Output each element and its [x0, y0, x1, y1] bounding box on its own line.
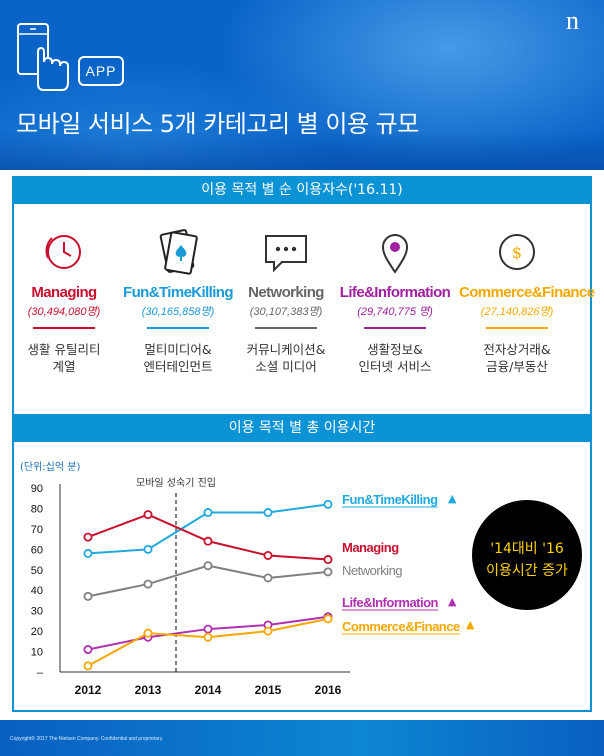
category-user-count: (30,165,858명): [141, 306, 215, 318]
callout-line1: '14대비 '16: [490, 541, 564, 557]
category-life-information: Life&Information (29,740,775 명) 생활정보& 인터…: [337, 228, 453, 375]
category-divider: [486, 327, 548, 329]
map-pin-icon: [381, 234, 409, 274]
header-banner: APP n 모바일 서비스 5개 카테고리 별 이용 규모: [0, 0, 604, 170]
category-user-count: (29,740,775 명): [357, 306, 433, 318]
category-desc: 생활정보&: [367, 342, 423, 357]
category-fun-timekilling: Fun&TimeKilling (30,165,858명) 멀티미디어& 엔터테…: [120, 228, 236, 375]
clock-icon: [45, 235, 81, 269]
category-desc: 엔터테인먼트: [143, 359, 213, 374]
hand-touch-phone-icon: [17, 23, 69, 91]
category-desc: 멀티미디어&: [144, 342, 212, 357]
copyright-text: Copyright© 2017 The Nielsen Company. Con…: [10, 736, 164, 742]
playing-card-icon: [159, 229, 198, 275]
category-divider: [255, 327, 317, 329]
chat-bubble-icon: [265, 235, 307, 273]
category-managing: Managing (30,494,080명) 생활 유틸리티 계열: [6, 228, 122, 375]
category-desc: 금융/부동산: [486, 359, 548, 374]
category-desc: 전자상거래&: [483, 342, 551, 357]
category-name: Life&Information: [339, 284, 451, 301]
category-user-count: (30,494,080명): [27, 306, 101, 318]
category-name: Fun&TimeKilling: [123, 284, 233, 301]
header-wave: [0, 130, 604, 170]
dollar-coin-icon: $: [499, 234, 535, 270]
svg-text:$: $: [512, 243, 522, 262]
category-divider: [33, 327, 95, 329]
category-divider: [147, 327, 209, 329]
category-desc: 커뮤니케이션&: [246, 342, 326, 357]
category-user-count: (27,140,826명): [480, 306, 554, 318]
footer: Copyright© 2017 The Nielsen Company. Con…: [0, 720, 604, 756]
category-desc: 소셜 미디어: [255, 359, 317, 374]
users-panel: [12, 176, 592, 416]
category-desc: 생활 유틸리티: [27, 342, 101, 357]
nielsen-logo: n: [566, 6, 579, 35]
category-divider: [364, 327, 426, 329]
usage-section-title: 이용 목적 별 총 이용시간: [12, 414, 592, 442]
increase-callout: '14대비 '16 이용시간 증가: [472, 500, 582, 610]
category-commerce-finance: $ Commerce&Finance (27,140,826명) 전자상거래& …: [459, 228, 595, 375]
category-desc: 계열: [52, 359, 76, 374]
category-name: Managing: [31, 284, 97, 301]
category-name: Networking: [248, 284, 324, 301]
app-badge: APP: [78, 56, 124, 86]
category-desc: 인터넷 서비스: [358, 359, 432, 374]
category-user-count: (30,107,383명): [249, 306, 323, 318]
category-name: Commerce&Finance: [459, 284, 595, 301]
page-title: 모바일 서비스 5개 카테고리 별 이용 규모: [16, 110, 419, 138]
users-section-title: 이용 목적 별 순 이용자수('16.11): [12, 176, 592, 204]
callout-line2: 이용시간 증가: [486, 563, 568, 579]
category-networking: Networking (30,107,383명) 커뮤니케이션& 소셜 미디어: [228, 228, 344, 375]
